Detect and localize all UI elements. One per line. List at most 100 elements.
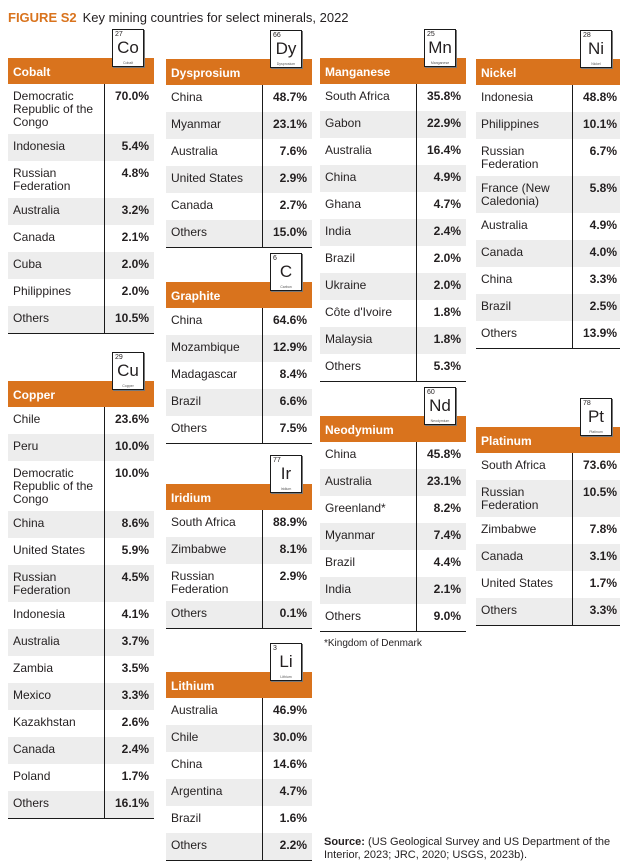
country-cell: China <box>166 85 263 112</box>
country-cell: Others <box>166 220 263 247</box>
table-row: Gabon 22.9% <box>320 111 466 138</box>
mineral-name: Cobalt <box>13 65 51 79</box>
share-cell: 5.3% <box>433 359 461 373</box>
table-row: Others 2.2% <box>166 833 312 860</box>
country-cell: South Africa <box>166 510 263 537</box>
country-cell: Philippines <box>8 279 105 306</box>
table-row: Philippines 10.1% <box>476 112 620 139</box>
element-tile: 60 Nd Neodymium <box>424 387 456 425</box>
share-cell: 7.6% <box>279 144 307 158</box>
atomic-number: 6 <box>273 255 277 262</box>
share-cell: 5.9% <box>121 543 149 557</box>
table-row: Others 10.5% <box>8 306 154 333</box>
share-cell: 4.9% <box>433 170 461 184</box>
table-row: Zimbabwe 8.1% <box>166 537 312 564</box>
share-cell: 45.8% <box>426 447 461 461</box>
table-row: Australia 3.7% <box>8 629 154 656</box>
share-cell: 8.6% <box>121 516 149 530</box>
country-cell: Canada <box>476 544 573 571</box>
element-tile: 66 Dy Dysprosium <box>270 30 302 68</box>
country-cell: Zambia <box>8 656 105 683</box>
element-name: Platinum <box>589 430 603 434</box>
table-row: Australia 3.2% <box>8 198 154 225</box>
table-row: Russian Federation 2.9% <box>166 564 312 601</box>
share-cell: 2.1% <box>121 230 149 244</box>
country-cell: Gabon <box>320 111 417 138</box>
table-row: Brazil 4.4% <box>320 550 466 577</box>
country-cell: Canada <box>166 193 263 220</box>
country-cell: Indonesia <box>8 134 105 161</box>
country-cell: Malaysia <box>320 327 417 354</box>
share-cell: 4.9% <box>589 218 617 232</box>
element-name: Neodymium <box>430 419 450 423</box>
share-cell: 14.6% <box>272 757 307 771</box>
table-row: Brazil 2.5% <box>476 294 620 321</box>
share-cell: 8.2% <box>433 501 461 515</box>
country-cell: Australia <box>166 698 263 725</box>
share-cell: 9.0% <box>433 609 461 623</box>
table-body: South Africa 35.8% Gabon 22.9% Australia 16.4… <box>320 84 466 381</box>
table-body: China 48.7% Myanmar 23.1% Australia 7.6% Unite… <box>166 85 312 247</box>
country-cell: Canada <box>8 225 105 252</box>
table-bottom-rule <box>320 631 466 632</box>
table-row: Argentina 4.7% <box>166 779 312 806</box>
country-cell: Brazil <box>166 806 263 833</box>
table-row: Russian Federation 4.5% <box>8 565 154 602</box>
figure-label: FIGURE S2 <box>8 10 77 25</box>
table-row: Russian Federation 6.7% <box>476 139 620 176</box>
element-tile: 29 Cu Copper <box>112 352 144 390</box>
table-row: United States 5.9% <box>8 538 154 565</box>
table-row: South Africa 88.9% <box>166 510 312 537</box>
table-row: Chile 30.0% <box>166 725 312 752</box>
element-symbol: Cu <box>117 361 139 380</box>
share-cell: 64.6% <box>272 313 307 327</box>
table-header: Platinum 78 Pt Platinum <box>476 398 620 453</box>
share-cell: 12.9% <box>272 340 307 354</box>
country-cell: India <box>320 219 417 246</box>
mineral-name: Dysprosium <box>171 66 241 80</box>
table-header: Graphite 6 C Carbon <box>166 253 312 308</box>
share-cell: 1.8% <box>433 305 461 319</box>
table-row: Greenland* 8.2% <box>320 496 466 523</box>
table-row: Others 5.3% <box>320 354 466 381</box>
share-cell: 10.0% <box>114 466 149 480</box>
country-cell: France (New Caledonia) <box>476 176 573 213</box>
table-neodymium: Neodymium 60 Nd Neodymium China 45.8% Australi… <box>320 387 466 632</box>
table-bottom-rule <box>166 628 312 629</box>
mineral-name: Copper <box>13 388 55 402</box>
share-cell: 4.7% <box>433 197 461 211</box>
table-bottom-rule <box>8 818 154 819</box>
share-cell: 4.4% <box>433 555 461 569</box>
share-cell: 88.9% <box>272 515 307 529</box>
atomic-number: 77 <box>273 457 281 464</box>
element-name: Cobalt <box>122 61 134 65</box>
element-symbol: Co <box>117 38 139 57</box>
table-row: Poland 1.7% <box>8 764 154 791</box>
atomic-number: 28 <box>583 32 591 39</box>
table-row: Brazil 6.6% <box>166 389 312 416</box>
country-cell: Madagascar <box>166 362 263 389</box>
share-cell: 7.5% <box>279 421 307 435</box>
mineral-name: Platinum <box>481 434 532 448</box>
country-cell: Democratic Republic of the Congo <box>8 84 105 134</box>
table-body: South Africa 88.9% Zimbabwe 8.1% Russian Fed… <box>166 510 312 628</box>
table-bottom-rule <box>166 247 312 248</box>
table-row: Russian Federation 10.5% <box>476 480 620 517</box>
country-cell: Zimbabwe <box>476 517 573 544</box>
share-cell: 10.1% <box>582 117 617 131</box>
element-symbol: Li <box>279 652 293 671</box>
table-row: Canada 2.4% <box>8 737 154 764</box>
table-row: Australia 23.1% <box>320 469 466 496</box>
table-lithium: Lithium 3 Li Lithium Australia 46.9% Chile 30.0… <box>166 643 312 861</box>
table-row: Zambia 3.5% <box>8 656 154 683</box>
country-cell: Canada <box>476 240 573 267</box>
table-row: Indonesia 5.4% <box>8 134 154 161</box>
mineral-name: Nickel <box>481 66 517 80</box>
mineral-name: Iridium <box>171 491 212 505</box>
share-cell: 15.0% <box>272 225 307 239</box>
table-row: Brazil 2.0% <box>320 246 466 273</box>
country-cell: Indonesia <box>8 602 105 629</box>
country-cell: Cuba <box>8 252 105 279</box>
table-row: Myanmar 7.4% <box>320 523 466 550</box>
country-cell: Australia <box>320 469 417 496</box>
